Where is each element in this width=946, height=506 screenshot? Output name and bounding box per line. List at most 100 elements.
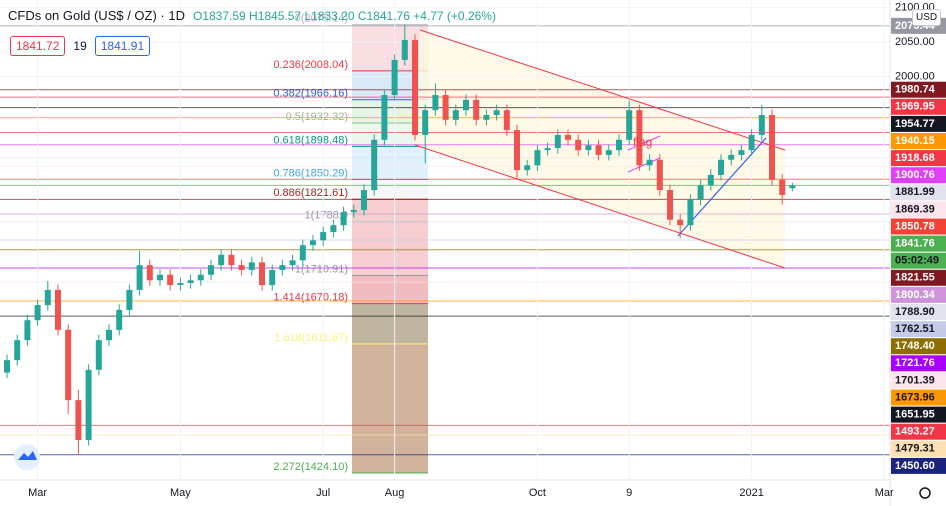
candle-body xyxy=(14,340,21,361)
candle-body xyxy=(738,150,745,155)
fib-band xyxy=(352,179,428,200)
logo-mark xyxy=(18,451,37,460)
candle-body xyxy=(157,274,163,281)
candle-body xyxy=(44,289,51,306)
symbol-title: CFDs on Gold (US$ / OZ) · 1D xyxy=(8,8,185,23)
candle-body xyxy=(687,199,694,226)
price-label-bg xyxy=(891,321,946,338)
fib-label: 0(2075.14) xyxy=(295,13,348,25)
y-tick-label: 2000.00 xyxy=(895,70,935,82)
channel-lower xyxy=(414,144,786,269)
settings-icon[interactable] xyxy=(919,487,931,499)
candle-body xyxy=(473,99,480,120)
candle-body xyxy=(350,210,357,213)
price-label-bg xyxy=(891,355,946,372)
candle-body xyxy=(391,59,398,96)
candle-body xyxy=(65,329,72,401)
candle-body xyxy=(85,369,92,441)
price-label: 05:02:49 xyxy=(895,255,939,267)
candle-body xyxy=(106,329,112,341)
candle-body xyxy=(167,274,174,286)
fib-label: 0.786(1850.29) xyxy=(273,167,348,179)
price-label-bg xyxy=(891,81,946,98)
candle-body xyxy=(585,145,592,151)
fib-band xyxy=(352,123,428,147)
price-label-bg xyxy=(891,269,946,286)
fib-band xyxy=(352,146,428,180)
fib-label: 1.414(1670.18) xyxy=(273,291,348,303)
candle-body xyxy=(371,139,378,191)
price-label-bg xyxy=(891,184,946,201)
price-label-bg xyxy=(891,389,946,406)
candle-body xyxy=(269,269,276,286)
price-label-bg xyxy=(891,372,946,389)
fib-label: 1(1788.9 xyxy=(305,210,348,222)
price-label: 1821.55 xyxy=(895,272,935,284)
candle-body xyxy=(718,159,724,175)
candles xyxy=(4,24,796,455)
price-label: 1980.74 xyxy=(895,84,936,96)
price-label-bg xyxy=(891,133,946,150)
ohlc: O1837.59 H1845.57 L1833.20 C1841.76 +4.7… xyxy=(193,9,496,23)
fib-label: 2.272(1424.10) xyxy=(273,461,348,473)
x-tick-label: Jul xyxy=(316,487,330,499)
candle-body xyxy=(758,115,765,135)
ask-button[interactable]: 1841.91 xyxy=(94,36,151,56)
price-label: 1869.39 xyxy=(895,203,935,215)
channel-upper xyxy=(419,29,786,151)
candle-body xyxy=(748,134,755,151)
candle-body xyxy=(361,190,367,211)
x-tick-label: Oct xyxy=(529,487,546,499)
candle-body xyxy=(697,185,704,200)
axes: Mar May Jul Aug Oct 9 2021 Mar2100.002050.00200… xyxy=(28,1,946,499)
candle-body xyxy=(259,262,265,286)
candle-body xyxy=(605,150,612,155)
candle-body xyxy=(626,110,633,140)
quote: 1841.72 19 1841.91 xyxy=(10,36,151,56)
candle-body xyxy=(422,110,429,135)
price-label: 1479.31 xyxy=(895,443,935,455)
header: CFDs on Gold (US$ / OZ) · 1D O1837.59 H1… xyxy=(8,8,496,23)
price-label-bg xyxy=(891,286,946,303)
candle-body xyxy=(116,309,123,330)
candle-body xyxy=(595,145,602,155)
fib-band xyxy=(352,343,428,474)
price-label: 1969.95 xyxy=(895,101,935,113)
price-label: 1493.27 xyxy=(895,426,935,438)
candle-body xyxy=(483,115,490,120)
ohlc-high: H1845.57 xyxy=(249,8,302,23)
x-tick-label: Mar xyxy=(28,487,47,499)
price-label-bg xyxy=(891,406,946,423)
candle-body xyxy=(95,340,102,370)
flag-line xyxy=(627,157,661,173)
spread: 19 xyxy=(73,39,87,53)
currency-button[interactable]: USD xyxy=(912,9,942,26)
y-tick-label: 2050.00 xyxy=(895,36,935,48)
price-label-bg xyxy=(891,235,946,252)
price-label: 1841.76 xyxy=(895,238,935,250)
candle-body xyxy=(75,400,82,441)
ohlc-change: +4.77 (+0.26%) xyxy=(413,8,496,23)
fib-band xyxy=(352,221,428,276)
candle-body xyxy=(554,134,561,149)
price-label-bg xyxy=(891,150,946,167)
candle-body xyxy=(728,154,735,160)
candle-body xyxy=(310,240,316,246)
candle-body xyxy=(330,225,337,233)
candle-body xyxy=(789,185,796,189)
bid-button[interactable]: 1841.72 xyxy=(10,36,66,56)
price-label: 1940.15 xyxy=(895,135,935,147)
candle-body xyxy=(238,265,245,270)
candle-body xyxy=(412,39,418,135)
candle-body xyxy=(34,305,41,321)
candle-body xyxy=(667,190,673,220)
candle-body xyxy=(177,283,184,286)
candle-body xyxy=(401,39,408,60)
price-label-bg xyxy=(891,440,946,457)
candle-body xyxy=(197,274,204,281)
price-label: 1721.76 xyxy=(895,357,935,369)
grid xyxy=(0,0,890,480)
price-label: 1788.90 xyxy=(895,306,935,318)
price-label: 1918.68 xyxy=(895,152,935,164)
